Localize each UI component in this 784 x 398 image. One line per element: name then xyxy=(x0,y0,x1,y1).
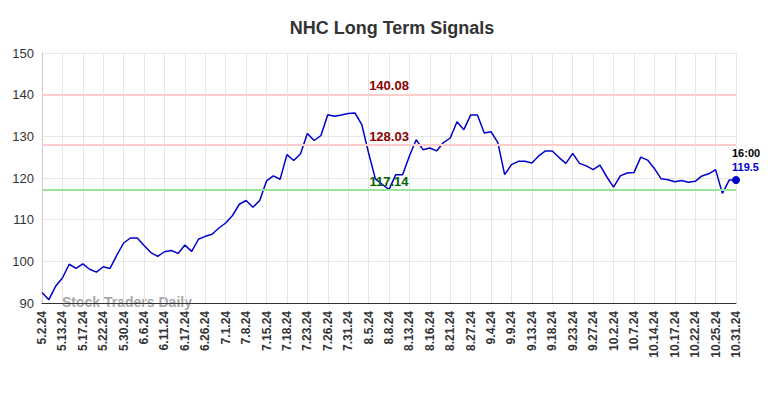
svg-text:9.18.24: 9.18.24 xyxy=(545,311,559,351)
svg-text:6.11.24: 6.11.24 xyxy=(157,311,171,351)
svg-text:6.26.24: 6.26.24 xyxy=(198,311,212,351)
svg-text:10.17.24: 10.17.24 xyxy=(668,311,682,358)
svg-text:140: 140 xyxy=(12,87,34,102)
svg-text:16:00: 16:00 xyxy=(732,147,760,159)
svg-text:5.2.24: 5.2.24 xyxy=(35,311,49,345)
svg-text:8.13.24: 8.13.24 xyxy=(402,311,416,351)
svg-text:5.30.24: 5.30.24 xyxy=(117,311,131,351)
svg-text:7.23.24: 7.23.24 xyxy=(300,311,314,351)
svg-text:119.5: 119.5 xyxy=(732,161,759,173)
svg-text:10.2.24: 10.2.24 xyxy=(607,311,621,351)
svg-text:100: 100 xyxy=(12,254,34,269)
svg-text:128.03: 128.03 xyxy=(369,129,409,144)
svg-text:8.16.24: 8.16.24 xyxy=(423,311,437,351)
svg-text:5.22.24: 5.22.24 xyxy=(96,311,110,351)
svg-text:7.26.24: 7.26.24 xyxy=(321,311,335,351)
svg-text:9.9.24: 9.9.24 xyxy=(504,311,518,345)
svg-text:10.25.24: 10.25.24 xyxy=(709,311,723,358)
svg-text:7.18.24: 7.18.24 xyxy=(280,311,294,351)
svg-text:7.15.24: 7.15.24 xyxy=(260,311,274,351)
svg-text:10.7.24: 10.7.24 xyxy=(627,311,641,351)
svg-text:5.13.24: 5.13.24 xyxy=(55,311,69,351)
svg-text:90: 90 xyxy=(20,296,34,311)
svg-text:6.17.24: 6.17.24 xyxy=(178,311,192,351)
svg-text:140.08: 140.08 xyxy=(369,78,409,93)
svg-text:10.14.24: 10.14.24 xyxy=(647,311,661,358)
svg-text:9.13.24: 9.13.24 xyxy=(525,311,539,351)
svg-text:7.1.24: 7.1.24 xyxy=(219,311,233,345)
svg-text:8.8.24: 8.8.24 xyxy=(382,311,396,345)
svg-text:8.5.24: 8.5.24 xyxy=(362,311,376,345)
svg-text:10.22.24: 10.22.24 xyxy=(688,311,702,358)
svg-text:120: 120 xyxy=(12,171,34,186)
svg-text:7.8.24: 7.8.24 xyxy=(239,311,253,345)
svg-text:8.27.24: 8.27.24 xyxy=(464,311,478,351)
svg-text:117.14: 117.14 xyxy=(369,174,409,189)
svg-text:7.31.24: 7.31.24 xyxy=(341,311,355,351)
svg-text:110: 110 xyxy=(13,212,34,227)
svg-text:9.27.24: 9.27.24 xyxy=(586,311,600,351)
svg-text:10.31.24: 10.31.24 xyxy=(729,311,743,358)
svg-text:5.17.24: 5.17.24 xyxy=(76,311,90,351)
svg-text:9.23.24: 9.23.24 xyxy=(566,311,580,351)
svg-text:150: 150 xyxy=(12,46,34,61)
svg-text:130: 130 xyxy=(12,129,34,144)
svg-text:9.4.24: 9.4.24 xyxy=(484,311,498,345)
svg-text:NHC Long Term Signals: NHC Long Term Signals xyxy=(290,18,495,38)
svg-text:6.6.24: 6.6.24 xyxy=(137,311,151,345)
svg-text:8.21.24: 8.21.24 xyxy=(443,311,457,351)
svg-text:Stock Traders Daily: Stock Traders Daily xyxy=(62,294,192,310)
